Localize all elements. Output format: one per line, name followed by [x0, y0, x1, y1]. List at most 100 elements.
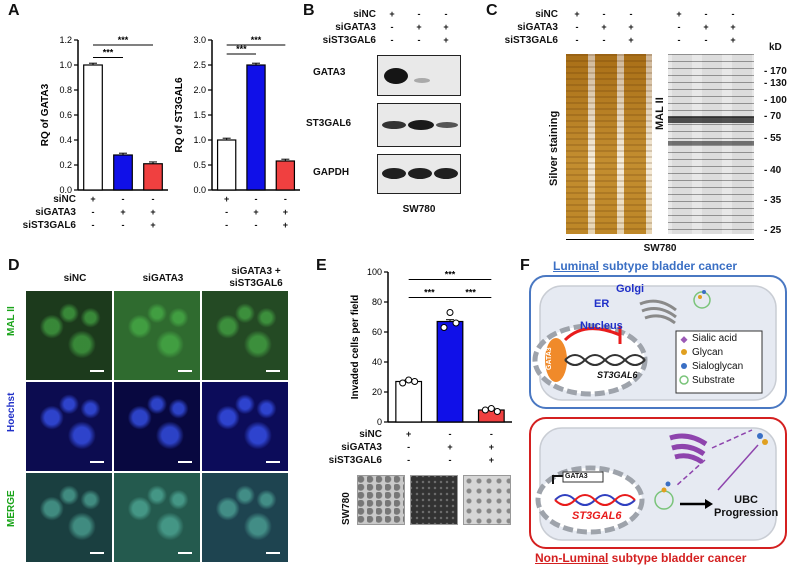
treatment-c-silver-mark: -	[575, 35, 579, 45]
treatment-c-mal-mark: +	[730, 35, 736, 45]
blot-band	[434, 168, 458, 179]
blot-gapdh	[377, 154, 461, 194]
silver-stain-texture	[566, 54, 652, 234]
treat-label-sinc-a: siNC	[53, 194, 76, 205]
panel-c-label: C	[486, 2, 498, 19]
luminal-title: Luminal subtype bladder cancer	[553, 259, 737, 273]
data-point	[411, 378, 419, 385]
treat-label-sist3gal6-b: siST3GAL6	[322, 35, 376, 46]
y-tick-label: 2.0	[193, 85, 206, 95]
treatment-a2-mark: +	[253, 207, 259, 217]
micrograph-tile	[201, 290, 289, 381]
treatment-e-mark: +	[447, 442, 453, 452]
scale-bar	[266, 461, 280, 463]
micro-col-sinc: siNC	[63, 273, 87, 284]
data-point	[440, 324, 448, 331]
legend-substrate: Substrate	[692, 375, 735, 386]
y-tick-label: 80	[372, 297, 382, 307]
mal2-blot-band-55	[668, 141, 754, 145]
treatment-a2-mark: +	[282, 207, 288, 217]
y-tick-label: 0.0	[59, 185, 72, 195]
blot-label-st3gal6: ST3GAL6	[306, 118, 352, 129]
significance-label: ***	[424, 288, 435, 298]
kd-marker-label: - 25	[764, 225, 782, 236]
treatment-a2-mark: -	[254, 220, 258, 230]
y-tick-label: 60	[372, 327, 382, 337]
gel-underline	[566, 239, 754, 240]
y-axis-label: RQ of ST3GAL6	[174, 77, 185, 152]
treatment-b-mark: +	[443, 35, 449, 45]
er-label: ER	[594, 298, 610, 310]
treat-label-sist3gal6-e: siST3GAL6	[328, 455, 382, 466]
nonluminal-title: Non-Luminal subtype bladder cancer	[535, 551, 746, 565]
blot-band	[414, 78, 430, 83]
treatment-c-silver-mark: +	[628, 35, 634, 45]
treatment-a2-mark: +	[282, 220, 288, 230]
treatment-c-mal-mark: -	[704, 35, 708, 45]
blot-band	[408, 168, 432, 179]
gene-label-nonluminal: ST3GAL6	[572, 510, 622, 522]
scale-bar	[266, 552, 280, 554]
panel-d-label: D	[8, 257, 20, 274]
luminal-title-b: subtype bladder cancer	[599, 259, 738, 273]
mal2-lectin-blot	[668, 54, 754, 234]
treatment-a1-mark: -	[121, 194, 125, 204]
treatment-e-mark: -	[448, 429, 452, 439]
treatment-a1-mark: -	[91, 207, 95, 217]
y-tick-label: 0.4	[59, 135, 72, 145]
y-axis-label: RQ of GATA3	[40, 83, 51, 146]
y-tick-label: 1.2	[59, 35, 72, 45]
treatment-e-mark: +	[488, 442, 494, 452]
scale-bar	[178, 552, 192, 554]
kd-marker-label: - 70	[764, 111, 782, 122]
legend-glycan: Glycan	[692, 347, 724, 358]
scale-bar	[90, 370, 104, 372]
nonluminal-title-a: Non-Luminal	[535, 551, 609, 565]
y-tick-label: 40	[372, 357, 382, 367]
treatment-c-mal-mark: +	[730, 22, 736, 32]
silver-stain-gel	[566, 54, 652, 234]
silver-stain-gradient	[566, 54, 652, 234]
panel-f-label: F	[520, 257, 530, 274]
gata3-repressor-label: GATA3	[546, 347, 553, 370]
y-tick-label: 0.5	[193, 160, 206, 170]
nucleus-label: Nucleus	[580, 320, 623, 332]
treatment-a1-mark: -	[121, 220, 125, 230]
y-tick-label: 3.0	[193, 35, 206, 45]
treatment-c-silver-mark: +	[601, 22, 607, 32]
blot-band	[382, 168, 406, 179]
blot-label-gata3: GATA3	[313, 67, 346, 78]
treatment-c-mal-mark: +	[703, 22, 709, 32]
treat-label-sinc-e: siNC	[359, 429, 382, 440]
scale-bar	[90, 461, 104, 463]
invasion-image-combo	[463, 475, 511, 525]
treatment-c-silver-mark: +	[574, 9, 580, 19]
treat-label-sigata3-c: siGATA3	[517, 22, 558, 33]
treatment-b-mark: +	[389, 9, 395, 19]
panel-e-label: E	[316, 257, 327, 274]
panel-b-label: B	[303, 2, 315, 19]
scale-bar	[266, 370, 280, 372]
treatment-a1-mark: +	[90, 194, 96, 204]
y-tick-label: 0.6	[59, 110, 72, 120]
treat-label-sist3gal6-c: siST3GAL6	[504, 35, 558, 46]
treat-label-sigata3-b: siGATA3	[335, 22, 376, 33]
treatment-c-mal-mark: -	[704, 9, 708, 19]
micrograph-tile	[25, 290, 113, 381]
treat-label-sinc-b: siNC	[353, 9, 376, 20]
treatment-a1-mark: -	[91, 220, 95, 230]
kd-marker-label: - 100	[764, 95, 787, 106]
treatment-b-mark: +	[416, 22, 422, 32]
micro-col-combo: siGATA3 + siST3GAL6	[229, 266, 283, 289]
blot-band	[384, 68, 408, 84]
kd-unit-label: kD	[769, 42, 782, 53]
blot-band	[382, 121, 406, 129]
kd-marker-label: - 55	[764, 133, 782, 144]
treatment-b-mark: -	[417, 35, 421, 45]
treatment-c-silver-mark: -	[629, 9, 633, 19]
micrograph-tile	[201, 381, 289, 472]
treatment-a2-mark: -	[254, 194, 258, 204]
